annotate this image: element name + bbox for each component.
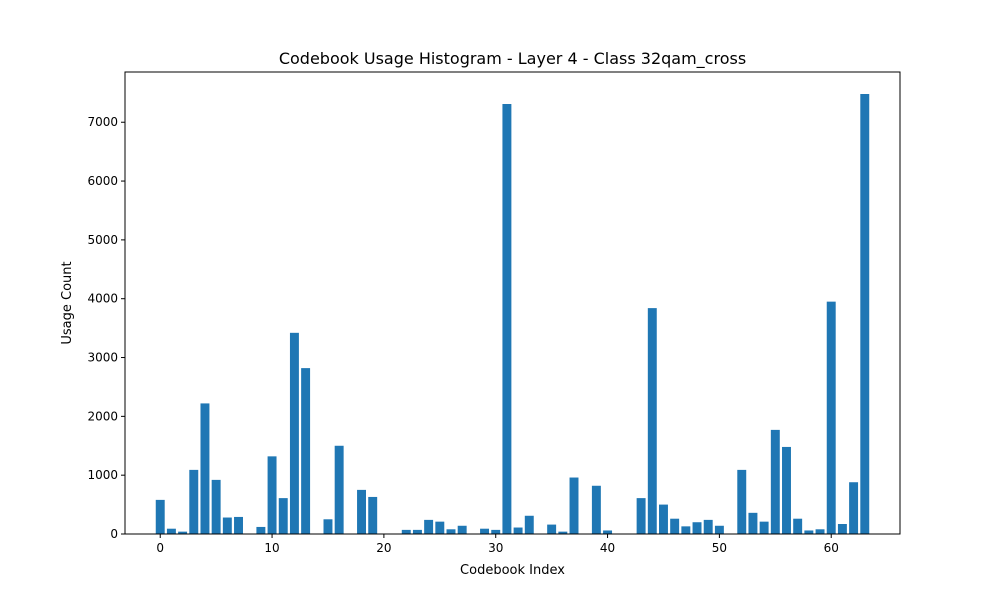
bar-15 [323, 519, 333, 534]
y-tick-label: 3000 [87, 351, 118, 365]
bar-48 [692, 522, 702, 534]
bar-10 [267, 456, 277, 534]
bar-46 [670, 518, 680, 534]
bar-39 [591, 485, 601, 534]
bar-50 [714, 525, 724, 534]
y-axis-ticks: 0 1000 2000 3000 4000 5000 6000 7000 [87, 115, 125, 541]
y-tick-label: 1000 [87, 468, 118, 482]
bar-52 [737, 469, 747, 534]
bar-56 [782, 446, 791, 534]
bar-37 [569, 477, 579, 534]
x-tick-label: 50 [712, 541, 727, 555]
bar-13 [301, 368, 311, 534]
bar-24 [424, 519, 434, 534]
bars-group [155, 94, 870, 534]
bar-54 [759, 521, 769, 534]
bar-11 [278, 498, 288, 534]
bar-33 [524, 515, 534, 534]
chart-title: Codebook Usage Histogram - Layer 4 - Cla… [279, 49, 746, 69]
bar-40 [603, 530, 613, 534]
x-tick-label: 20 [376, 541, 391, 555]
x-tick-label: 30 [488, 541, 503, 555]
bar-30 [491, 529, 501, 534]
y-tick-label: 2000 [87, 409, 118, 423]
bar-4 [200, 403, 210, 534]
bar-49 [703, 519, 713, 534]
bar-62 [849, 482, 859, 534]
bar-59 [815, 529, 825, 534]
bar-60 [826, 301, 836, 534]
bar-7 [234, 516, 243, 534]
x-tick-label: 60 [824, 541, 839, 555]
bar-12 [289, 332, 299, 534]
y-tick-label: 4000 [87, 292, 118, 306]
bar-25 [435, 521, 445, 534]
bar-61 [837, 524, 847, 534]
x-tick-label: 10 [264, 541, 279, 555]
bar-31 [502, 104, 512, 534]
bar-2 [178, 531, 188, 534]
bar-16 [334, 445, 344, 534]
bar-27 [457, 525, 467, 534]
bar-5 [211, 479, 221, 534]
x-tick-label: 40 [600, 541, 615, 555]
bar-29 [480, 528, 490, 534]
bar-35 [547, 524, 557, 534]
bar-23 [412, 529, 422, 534]
bar-57 [793, 518, 803, 534]
bar-53 [748, 512, 758, 534]
x-axis-label: Codebook Index [460, 563, 565, 578]
x-axis-ticks: 0 10 20 30 40 50 60 [156, 534, 839, 555]
bar-6 [222, 517, 232, 534]
bar-36 [558, 531, 568, 534]
bar-63 [860, 94, 870, 534]
bar-22 [401, 529, 411, 534]
bar-18 [357, 489, 366, 534]
bar-47 [681, 526, 691, 534]
bar-32 [513, 527, 523, 534]
bar-58 [804, 530, 814, 534]
bar-0 [155, 499, 165, 534]
plot-frame [124, 71, 901, 535]
x-tick-label: 0 [156, 541, 164, 555]
y-axis-label: Usage Count [60, 261, 75, 344]
bar-19 [368, 496, 378, 534]
y-tick-label: 6000 [87, 174, 118, 188]
y-tick-label: 7000 [87, 115, 118, 129]
bar-3 [189, 469, 199, 534]
bar-26 [446, 529, 456, 534]
bar-45 [659, 504, 668, 534]
bar-9 [256, 526, 266, 534]
bar-1 [166, 528, 176, 534]
bar-43 [636, 498, 646, 534]
bar-55 [770, 429, 780, 534]
y-tick-label: 0 [110, 527, 118, 541]
bar-44 [647, 308, 657, 534]
y-tick-label: 5000 [87, 233, 118, 247]
